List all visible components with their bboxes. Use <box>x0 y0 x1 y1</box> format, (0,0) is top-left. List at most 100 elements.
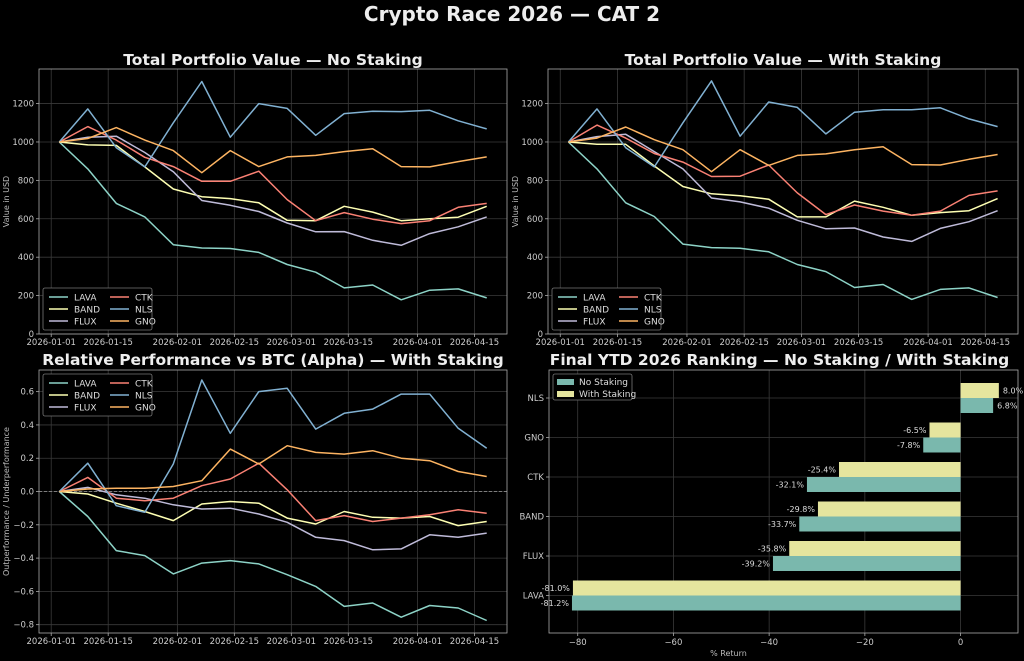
bar-value-label: -39.2% <box>742 560 771 569</box>
y-tick-label: 1000 <box>521 138 543 148</box>
y-tick-label: 200 <box>18 292 34 302</box>
legend-label-lava: LAVA <box>74 294 97 304</box>
bar-value-label: -35.8% <box>758 545 787 554</box>
series-line-gno <box>59 444 487 493</box>
line-chart-panel-2: 2026-01-01 2026-01-15 2026-02-01 2026-02-15… <box>2 351 508 647</box>
chart-title: Final YTD 2026 Ranking — No Staking / Wi… <box>550 351 1009 369</box>
y-tick-label-gno: GNO <box>524 434 544 444</box>
x-tick-label: 2026-02-01 <box>153 338 202 348</box>
x-tick-label: −80 <box>569 638 587 648</box>
y-tick-label: 400 <box>18 253 34 263</box>
y-tick-label: 600 <box>527 215 543 225</box>
bar-value-label: -33.7% <box>768 520 797 529</box>
x-tick-label: 2026-02-15 <box>719 338 768 348</box>
chart-legend: LAVA BAND FLUX CTK NLS GNO <box>551 287 665 331</box>
legend-box <box>42 373 153 417</box>
x-tick-label: 2026-03-15 <box>324 637 373 647</box>
x-tick-label: 2026-04-15 <box>450 338 499 348</box>
legend-label-no-staking: No Staking <box>579 378 628 388</box>
y-tick-label: 400 <box>527 253 543 263</box>
legend-box <box>551 287 662 331</box>
bar-gno-no-staking <box>923 437 961 453</box>
x-tick-label: 2026-03-15 <box>834 338 883 348</box>
x-tick-label: 0 <box>958 638 963 648</box>
x-tick-label: 2026-02-01 <box>662 338 711 348</box>
legend-label-ctk: CTK <box>135 380 154 390</box>
bar-value-label: -7.8% <box>897 441 921 450</box>
bar-lava-with-staking <box>572 580 961 596</box>
x-tick-label: 2026-04-01 <box>393 637 442 647</box>
bar-value-label: -81.0% <box>542 584 571 593</box>
legend-swatch-no-staking <box>557 379 574 385</box>
y-tick-label: 600 <box>18 215 34 225</box>
legend-label-with-staking: With Staking <box>579 390 636 400</box>
bar-ctk-no-staking <box>806 477 961 492</box>
y-tick-label: 1000 <box>12 138 34 148</box>
y-tick-label: 0 <box>29 330 34 340</box>
x-tick-label: 2026-02-15 <box>210 338 259 348</box>
line-chart-panel-1: 2026-01-01 2026-01-15 2026-02-01 2026-02-15… <box>511 51 1019 348</box>
x-tick-label: 2026-01-01 <box>536 338 585 348</box>
x-tick-label: 2026-02-15 <box>210 637 259 647</box>
bar-gno-with-staking <box>929 422 961 438</box>
plot-frame <box>548 369 1019 634</box>
series-line-nls <box>567 80 998 168</box>
y-tick-label: 0 <box>538 330 543 340</box>
series-line-flux <box>59 135 487 247</box>
bar-value-label: -6.5% <box>903 426 927 435</box>
y-tick-label: 800 <box>18 176 34 186</box>
chart-title: Total Portfolio Value — With Staking <box>625 51 942 69</box>
x-tick-label: −40 <box>760 638 778 648</box>
bar-chart-panel: 6.8% 8.0% -7.8% -6.5% -32.1%-25.4% -33.7% -29.… <box>519 351 1023 658</box>
x-tick-label: 2026-04-01 <box>393 338 442 348</box>
series-line-ctk <box>568 124 998 217</box>
x-tick-label: 2026-01-15 <box>83 637 132 647</box>
x-tick-label: 2026-03-01 <box>267 338 316 348</box>
bar-band-with-staking <box>817 501 961 517</box>
legend-label-nls: NLS <box>135 306 153 316</box>
bar-nls-no-staking <box>960 398 994 413</box>
y-tick-label-lava: LAVA <box>523 592 544 602</box>
x-tick-label: −20 <box>856 638 874 648</box>
x-tick-label: 2026-01-15 <box>83 338 132 348</box>
series-line-band <box>59 141 487 222</box>
figure-title: Crypto Race 2026 — CAT 2 <box>363 2 661 26</box>
series-line-ctk <box>58 462 487 523</box>
y-tick-label: 0.0 <box>20 488 34 498</box>
legend-label-ctk: CTK <box>644 294 663 304</box>
legend-label-ctk: CTK <box>135 294 154 304</box>
chart-legend: LAVA BAND FLUX CTK NLS GNO <box>42 373 156 417</box>
bar-value-label: 8.0% <box>1003 387 1024 396</box>
y-tick-label-flux: FLUX <box>523 552 544 562</box>
y-tick-label: 800 <box>527 176 543 186</box>
chart-legend: No Staking With Staking <box>552 373 636 401</box>
y-tick-label: 200 <box>527 292 543 302</box>
legend-label-nls: NLS <box>135 392 153 402</box>
y-axis-label: Value in USD <box>2 176 11 227</box>
x-tick-label: −60 <box>664 638 682 648</box>
bar-value-label: -29.8% <box>787 505 816 514</box>
bar-ctk-with-staking <box>839 462 961 477</box>
bar-nls-with-staking <box>960 383 999 398</box>
series-line-flux <box>568 133 998 243</box>
y-tick-label: 1200 <box>12 100 34 110</box>
bar-flux-no-staking <box>772 556 961 571</box>
y-tick-label: −0.6 <box>13 587 34 597</box>
bar-value-label: 6.8% <box>997 402 1018 411</box>
x-tick-label: 2026-03-01 <box>267 637 316 647</box>
y-tick-label: 0.2 <box>20 454 34 464</box>
series-line-ctk <box>58 125 487 225</box>
legend-label-flux: FLUX <box>583 318 606 328</box>
x-tick-label: 2026-04-15 <box>961 338 1010 348</box>
x-tick-label: 2026-01-01 <box>27 338 76 348</box>
series-line-nls <box>58 80 487 168</box>
line-chart-panel-0: 2026-01-01 2026-01-15 2026-02-01 2026-02-15… <box>2 51 508 348</box>
x-tick-label: 2026-03-01 <box>777 338 826 348</box>
plot-frame <box>38 68 508 335</box>
bar-value-label: -25.4% <box>808 466 837 475</box>
legend-label-gno: GNO <box>644 318 665 328</box>
series-line-gno <box>59 126 487 174</box>
legend-label-nls: NLS <box>644 306 662 316</box>
x-tick-label: 2026-04-01 <box>903 338 952 348</box>
